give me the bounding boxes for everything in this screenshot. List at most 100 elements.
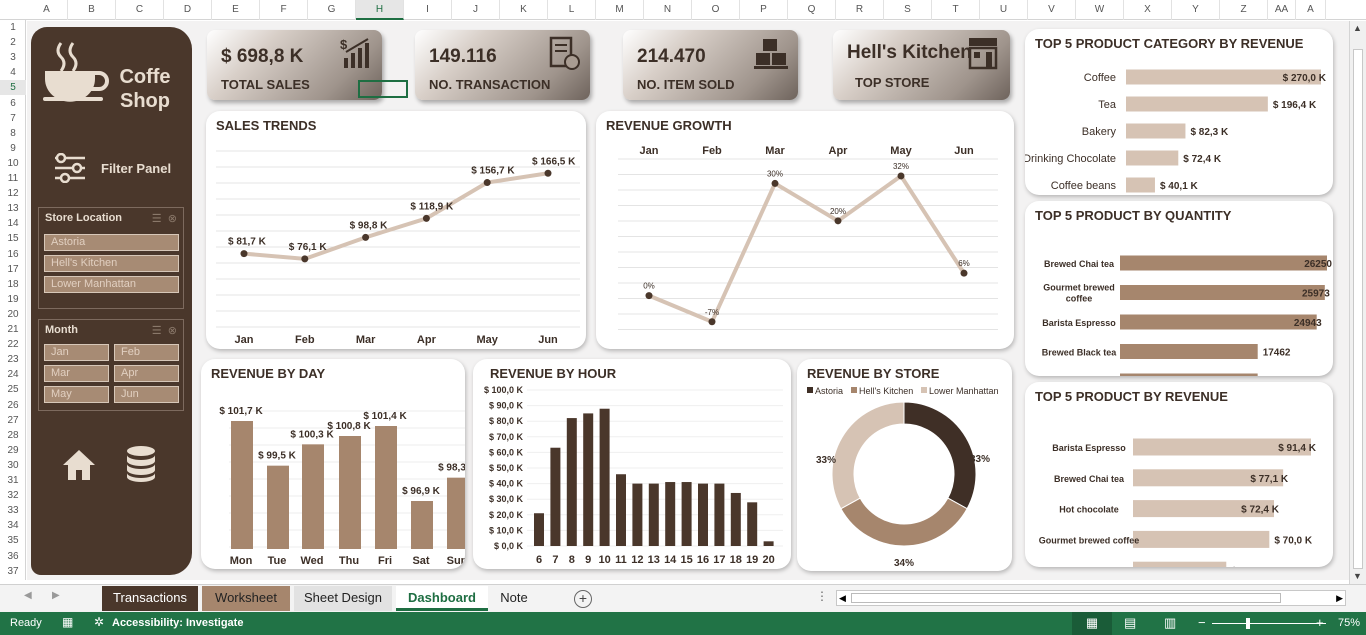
- tab-transactions[interactable]: Transactions: [102, 586, 198, 611]
- hscroll-left-icon[interactable]: ◀: [839, 593, 846, 603]
- column-header[interactable]: P: [740, 0, 788, 20]
- tab-note[interactable]: Note: [500, 590, 528, 605]
- column-header[interactable]: F: [260, 0, 308, 20]
- revenue-growth-chart[interactable]: Jan 0% Feb -7% Mar 30% Apr 20% May 32% Jun 6%: [596, 111, 1014, 349]
- zoom-slider[interactable]: [1212, 623, 1326, 624]
- row-header[interactable]: 1: [10, 22, 16, 33]
- database-icon[interactable]: [125, 445, 157, 483]
- row-header[interactable]: 9: [10, 142, 16, 154]
- column-header[interactable]: U: [980, 0, 1028, 20]
- tab-sheet-design[interactable]: Sheet Design: [294, 586, 392, 611]
- column-header[interactable]: H: [356, 0, 404, 20]
- column-header[interactable]: J: [452, 0, 500, 20]
- hscroll-thumb[interactable]: [851, 593, 1281, 603]
- column-header[interactable]: I: [404, 0, 452, 20]
- top-category-revenue-chart[interactable]: Coffee $ 270,0 K Tea $ 196,4 K Bakery $ 82,3 …: [1025, 29, 1333, 195]
- scroll-down-icon[interactable]: ▼: [1353, 571, 1362, 581]
- row-header[interactable]: 30: [7, 459, 19, 471]
- tab-dashboard[interactable]: Dashboard: [396, 586, 488, 611]
- row-header[interactable]: 28: [7, 429, 19, 441]
- row-header[interactable]: 7: [10, 112, 16, 124]
- hscroll-right-icon[interactable]: ▶: [1336, 593, 1343, 603]
- zoom-in-icon[interactable]: +: [1316, 615, 1324, 630]
- revenue-by-store-chart[interactable]: 33% 34% 33% Astoria Hell's Kitchen Lower Manh…: [797, 359, 1012, 571]
- column-header[interactable]: A: [26, 0, 68, 20]
- slicer-item-may[interactable]: May: [44, 386, 109, 403]
- column-header[interactable]: W: [1076, 0, 1124, 20]
- sales-trends-chart[interactable]: $ 81,7 K Jan $ 76,1 K Feb $ 98,8 K Mar $ 118,9…: [206, 111, 586, 349]
- top-product-revenue-chart[interactable]: Barista Espresso $ 91,4 K Brewed Chai tea $…: [1025, 382, 1333, 567]
- column-header[interactable]: Y: [1172, 0, 1220, 20]
- zoom-out-icon[interactable]: −: [1198, 615, 1206, 630]
- row-header[interactable]: 3: [10, 52, 16, 64]
- row-header[interactable]: 34: [7, 520, 19, 532]
- column-header[interactable]: AA: [1268, 0, 1296, 20]
- clear-filter-icon[interactable]: ☰ ⊗: [151, 325, 177, 337]
- column-header[interactable]: V: [1028, 0, 1076, 20]
- column-header[interactable]: E: [212, 0, 260, 20]
- row-header[interactable]: 4: [10, 67, 16, 79]
- slicer-item-hells-kitchen[interactable]: Hell's Kitchen: [44, 255, 179, 272]
- column-header[interactable]: S: [884, 0, 932, 20]
- row-header[interactable]: 27: [7, 414, 19, 426]
- slicer-item-astoria[interactable]: Astoria: [44, 234, 179, 251]
- multi-select-icon[interactable]: ☰ ⊗: [151, 213, 177, 225]
- row-header[interactable]: 24: [7, 369, 19, 381]
- selected-cell[interactable]: [358, 80, 408, 98]
- row-header[interactable]: 29: [7, 444, 19, 456]
- row-header[interactable]: 35: [7, 535, 19, 547]
- column-header[interactable]: B: [68, 0, 116, 20]
- column-header[interactable]: L: [548, 0, 596, 20]
- column-header[interactable]: D: [164, 0, 212, 20]
- row-header[interactable]: 16: [7, 248, 19, 260]
- slicer-item-apr[interactable]: Apr: [114, 365, 179, 382]
- column-header[interactable]: K: [500, 0, 548, 20]
- row-header[interactable]: 25: [7, 384, 19, 396]
- row-header[interactable]: 23: [7, 354, 19, 366]
- column-header[interactable]: A: [1296, 0, 1326, 20]
- row-header[interactable]: 33: [7, 505, 19, 517]
- row-header[interactable]: 8: [10, 127, 16, 139]
- row-header[interactable]: 18: [7, 278, 19, 290]
- scroll-thumb[interactable]: [1353, 49, 1363, 569]
- column-header[interactable]: C: [116, 0, 164, 20]
- row-header[interactable]: 36: [7, 550, 19, 562]
- row-header[interactable]: 15: [7, 233, 19, 245]
- tab-scroll-right-icon[interactable]: ▶: [52, 590, 60, 601]
- accessibility-status[interactable]: Accessibility: Investigate: [112, 617, 244, 629]
- column-header[interactable]: R: [836, 0, 884, 20]
- row-header[interactable]: 32: [7, 490, 19, 502]
- row-header[interactable]: 26: [7, 399, 19, 411]
- add-sheet-icon[interactable]: +: [574, 590, 592, 608]
- slicer-item-jun[interactable]: Jun: [114, 386, 179, 403]
- zoom-slider-handle[interactable]: [1246, 618, 1250, 629]
- page-layout-icon[interactable]: ▤: [1124, 615, 1137, 630]
- row-header[interactable]: 2: [10, 37, 16, 49]
- column-header[interactable]: M: [596, 0, 644, 20]
- row-header[interactable]: 14: [7, 218, 19, 230]
- row-header[interactable]: 13: [7, 203, 19, 215]
- accessibility-icon[interactable]: ✲: [94, 615, 105, 629]
- slicer-item-mar[interactable]: Mar: [44, 365, 109, 382]
- home-icon[interactable]: [61, 447, 97, 483]
- column-header[interactable]: N: [644, 0, 692, 20]
- row-header[interactable]: 19: [7, 293, 19, 305]
- row-header[interactable]: 37: [7, 565, 19, 577]
- slicer-item-feb[interactable]: Feb: [114, 344, 179, 361]
- top-product-quantity-chart[interactable]: Brewed Chai tea 26250 Gourmet brewedcoffee…: [1025, 201, 1333, 376]
- row-header[interactable]: 21: [7, 324, 19, 335]
- row-header[interactable]: 5: [0, 80, 26, 96]
- column-header[interactable]: G: [308, 0, 356, 20]
- slicer-item-jan[interactable]: Jan: [44, 344, 109, 361]
- row-header[interactable]: 22: [7, 339, 19, 351]
- revenue-by-day-chart[interactable]: $ 101,7 K Mon $ 99,5 K Tue $ 100,3 K Wed $ 100…: [201, 359, 465, 569]
- column-header[interactable]: O: [692, 0, 740, 20]
- more-options-icon[interactable]: ⋮: [816, 589, 828, 603]
- row-header[interactable]: 31: [7, 475, 19, 486]
- column-header[interactable]: Z: [1220, 0, 1268, 20]
- row-header[interactable]: 12: [7, 188, 19, 200]
- scroll-up-icon[interactable]: ▲: [1353, 23, 1362, 33]
- slicer-item-lower-manhattan[interactable]: Lower Manhattan: [44, 276, 179, 293]
- revenue-by-hour-chart[interactable]: $ 0,0 K $ 10,0 K $ 20,0 K $ 30,0 K $ 40,0 K $…: [473, 359, 791, 569]
- row-header[interactable]: 17: [7, 263, 19, 275]
